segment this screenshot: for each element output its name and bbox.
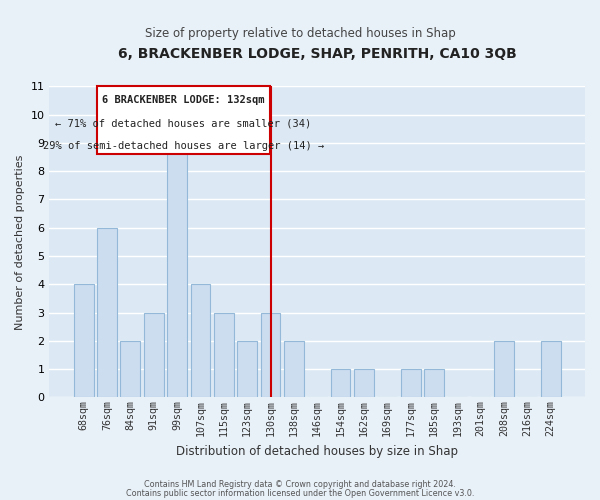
Bar [237,341,257,398]
Bar [121,341,140,398]
Bar [167,143,187,398]
Bar [354,369,374,398]
Text: 29% of semi-detached houses are larger (14) →: 29% of semi-detached houses are larger (… [43,140,324,150]
Bar [401,369,421,398]
Bar [260,312,280,398]
Bar [331,369,350,398]
Bar [494,341,514,398]
Text: ← 71% of detached houses are smaller (34): ← 71% of detached houses are smaller (34… [55,118,311,128]
Text: 6 BRACKENBER LODGE: 132sqm: 6 BRACKENBER LODGE: 132sqm [102,96,265,106]
Bar [284,341,304,398]
Bar [97,228,117,398]
Bar [424,369,444,398]
Bar [74,284,94,398]
Text: Contains public sector information licensed under the Open Government Licence v3: Contains public sector information licen… [126,488,474,498]
Bar [214,312,234,398]
Bar [191,284,211,398]
Bar [144,312,164,398]
Y-axis label: Number of detached properties: Number of detached properties [15,154,25,330]
Bar [97,86,270,154]
X-axis label: Distribution of detached houses by size in Shap: Distribution of detached houses by size … [176,444,458,458]
Title: 6, BRACKENBER LODGE, SHAP, PENRITH, CA10 3QB: 6, BRACKENBER LODGE, SHAP, PENRITH, CA10… [118,48,517,62]
Text: Contains HM Land Registry data © Crown copyright and database right 2024.: Contains HM Land Registry data © Crown c… [144,480,456,489]
Bar [541,341,560,398]
Text: Size of property relative to detached houses in Shap: Size of property relative to detached ho… [145,28,455,40]
